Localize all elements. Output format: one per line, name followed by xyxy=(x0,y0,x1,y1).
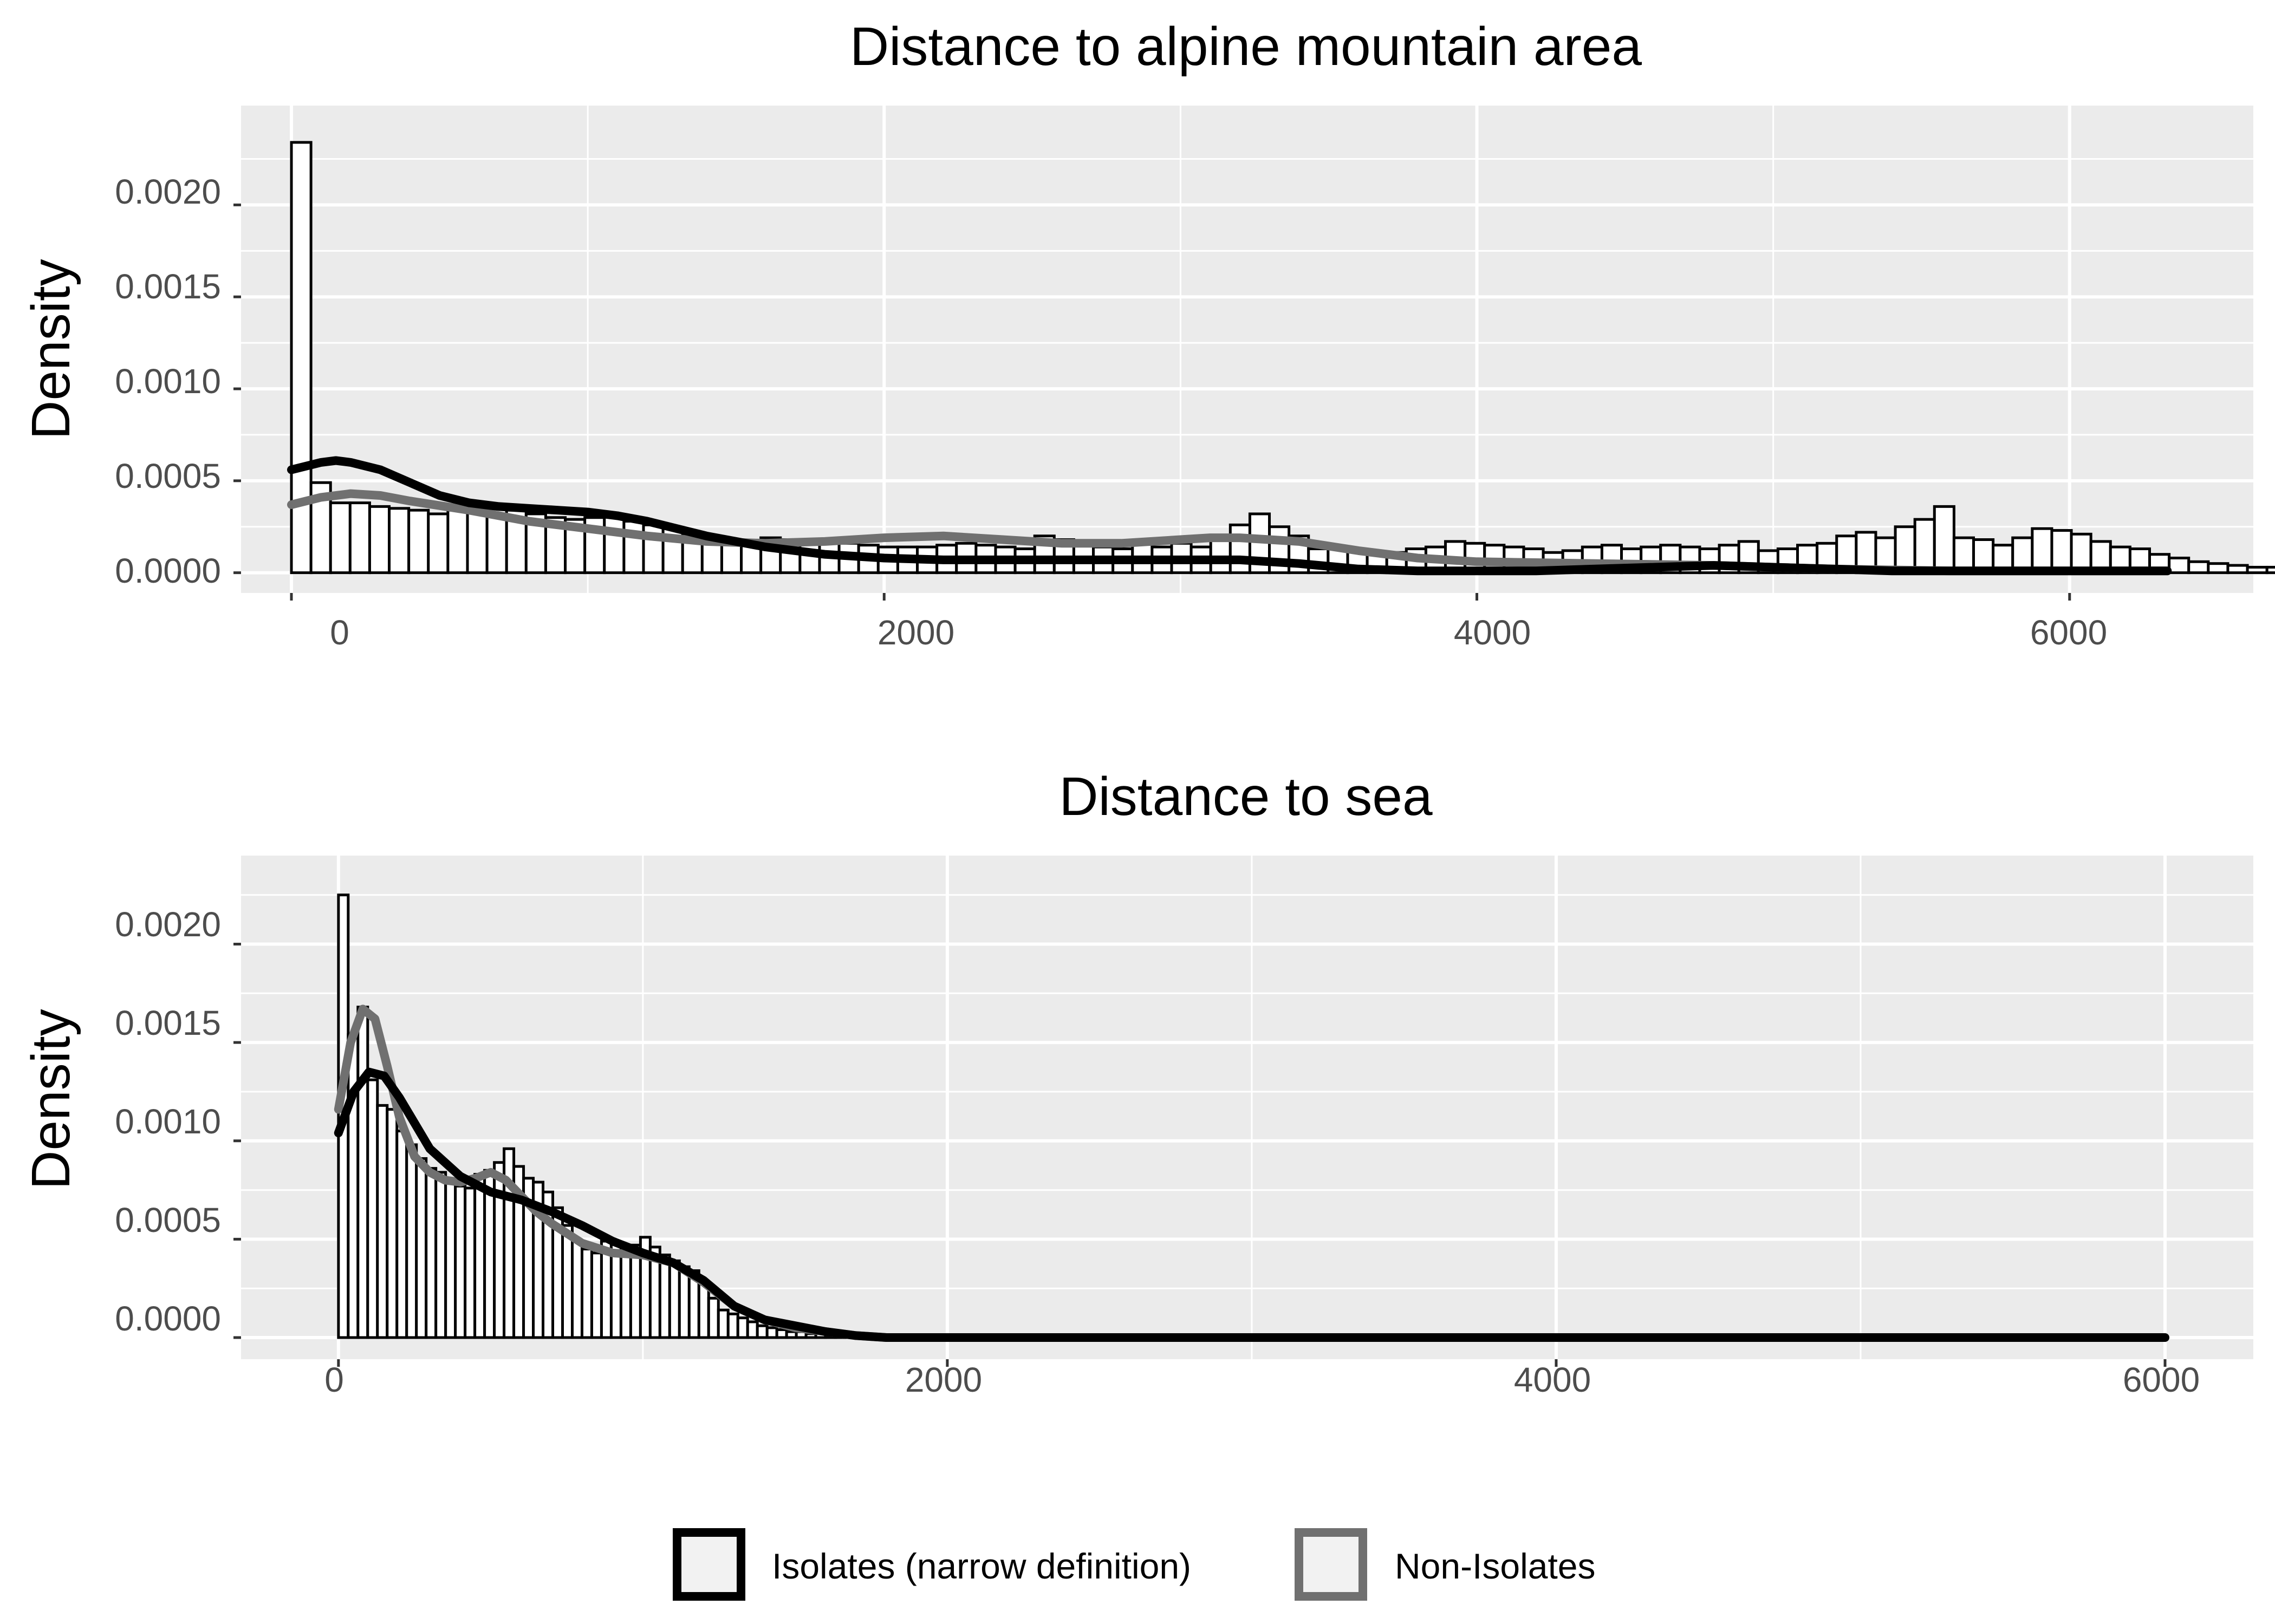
histogram-bar xyxy=(668,1259,681,1339)
histogram-bar xyxy=(658,1253,671,1339)
histogram-bar xyxy=(427,512,450,575)
y-tick-label: 0.0015 xyxy=(115,267,221,306)
legend-label-isolates: Isolates (narrow definition) xyxy=(772,1546,1191,1586)
density-line-isolates xyxy=(334,1067,2169,1342)
histogram-bar xyxy=(619,1249,632,1339)
histogram-bar xyxy=(2207,562,2230,575)
chart-title-2: Distance to sea xyxy=(1059,766,1433,827)
y-tick-label: 0.0005 xyxy=(115,1201,221,1240)
histogram-bar xyxy=(347,1033,360,1339)
histogram-bar xyxy=(1228,523,1251,575)
histogram-bar xyxy=(2226,564,2249,575)
x-tick-label: 0 xyxy=(324,1360,344,1399)
histogram-bar xyxy=(785,1330,798,1339)
histogram-bar xyxy=(1933,505,1955,575)
histogram-bar xyxy=(395,1130,408,1339)
x-tick-label: 6000 xyxy=(2030,613,2107,652)
y-axis-2: 0.0000 0.0005 0.0010 0.0015 0.0020 xyxy=(115,905,221,1338)
legend-item-non-isolates: Non-Isolates xyxy=(1295,1528,1596,1601)
histogram-bar xyxy=(580,1248,593,1339)
legend-key-isolates xyxy=(673,1528,745,1601)
histogram-bar xyxy=(707,1296,720,1339)
histogram-bar xyxy=(386,1108,399,1339)
y-tick-label: 0.0010 xyxy=(115,362,221,401)
histogram-bar xyxy=(775,1328,788,1339)
histogram-bar xyxy=(746,1320,759,1339)
x-tick-label: 2000 xyxy=(877,613,954,652)
histogram-bars-2 xyxy=(337,893,886,1339)
histogram-bar xyxy=(434,1171,447,1339)
x-tick-label: 4000 xyxy=(1454,613,1531,652)
histogram-bar xyxy=(622,520,645,575)
y-tick-label: 0.0020 xyxy=(115,172,221,211)
histogram-bar xyxy=(2031,527,2053,575)
y-tick-label: 0.0010 xyxy=(115,1102,221,1141)
y-tick-label: 0.0015 xyxy=(115,1003,221,1042)
y-tick-label: 0.0000 xyxy=(115,1299,221,1338)
density-lines-1 xyxy=(287,456,2172,576)
histogram-bar xyxy=(2265,565,2275,575)
histogram-bar xyxy=(590,1251,603,1339)
histogram-bar xyxy=(570,1240,583,1339)
histogram-bar xyxy=(454,1184,467,1339)
y-tick-label: 0.0005 xyxy=(115,456,221,495)
histogram-bar xyxy=(736,1316,749,1339)
histogram-bar xyxy=(356,1006,369,1339)
histogram-bar xyxy=(366,1078,379,1339)
legend-label-non-isolates: Non-Isolates xyxy=(1395,1546,1596,1586)
panel-sea-distance: Distance to sea 0.0000 0.0005 0.0010 0.0… xyxy=(21,766,2253,1399)
histogram-bar xyxy=(444,1178,457,1339)
y-tick-label: 0.0020 xyxy=(115,905,221,944)
histogram-bar xyxy=(765,1326,778,1339)
histogram-bar xyxy=(368,505,391,575)
legend-key-non-isolates xyxy=(1295,1528,1367,1601)
x-tick-label: 2000 xyxy=(905,1360,982,1399)
histogram-bar xyxy=(388,507,411,575)
histogram-bar xyxy=(756,1324,769,1339)
y-axis-label-1: Density xyxy=(21,259,81,439)
histogram-bar xyxy=(2050,529,2073,575)
histogram-bar xyxy=(603,514,626,575)
histogram-bar xyxy=(446,508,469,575)
density-line-non-isolates xyxy=(287,489,2172,576)
y-axis-1: 0.0000 0.0005 0.0010 0.0015 0.0020 xyxy=(115,172,221,590)
histogram-bar xyxy=(405,1143,418,1339)
x-axis-2: 0 2000 4000 6000 xyxy=(324,1360,2200,1399)
histogram-bar xyxy=(717,1308,730,1339)
histogram-bar xyxy=(376,1104,389,1339)
histogram-bar xyxy=(1913,518,1936,575)
histogram-bar xyxy=(493,1161,506,1339)
legend-item-isolates: Isolates (narrow definition) xyxy=(673,1528,1191,1601)
panel-alpine-distance: Distance to alpine mountain area 0.0000 … xyxy=(21,16,2275,652)
histogram-bar xyxy=(348,501,371,575)
histogram-bar xyxy=(2246,565,2268,575)
y-tick-label: 0.0000 xyxy=(115,551,221,590)
histogram-bar xyxy=(464,1186,477,1339)
histogram-bar xyxy=(678,1265,691,1339)
histogram-bar xyxy=(2168,556,2190,575)
histogram-bar xyxy=(561,1224,574,1339)
histogram-bar xyxy=(407,508,430,575)
histogram-bar xyxy=(425,1167,438,1339)
x-axis-1: 0 2000 4000 6000 xyxy=(330,613,2107,652)
legend: Isolates (narrow definition) Non-Isolate… xyxy=(673,1528,1596,1601)
y-axis-label-2: Density xyxy=(21,1009,81,1189)
histogram-bar xyxy=(726,1312,739,1339)
density-lines-2 xyxy=(334,1005,2169,1342)
x-tick-label: 6000 xyxy=(2123,1360,2200,1399)
x-tick-label: 0 xyxy=(330,613,349,652)
histogram-bar xyxy=(720,542,743,575)
histogram-bar xyxy=(466,507,489,575)
histogram-bar xyxy=(473,1173,486,1339)
density-line-isolates xyxy=(287,456,2172,576)
chart-title-1: Distance to alpine mountain area xyxy=(850,16,1642,77)
histogram-bar xyxy=(697,1281,710,1339)
histogram-bar xyxy=(329,501,352,575)
histogram-bar xyxy=(415,1157,428,1339)
x-tick-label: 4000 xyxy=(1514,1360,1591,1399)
histogram-bar xyxy=(2187,560,2210,575)
